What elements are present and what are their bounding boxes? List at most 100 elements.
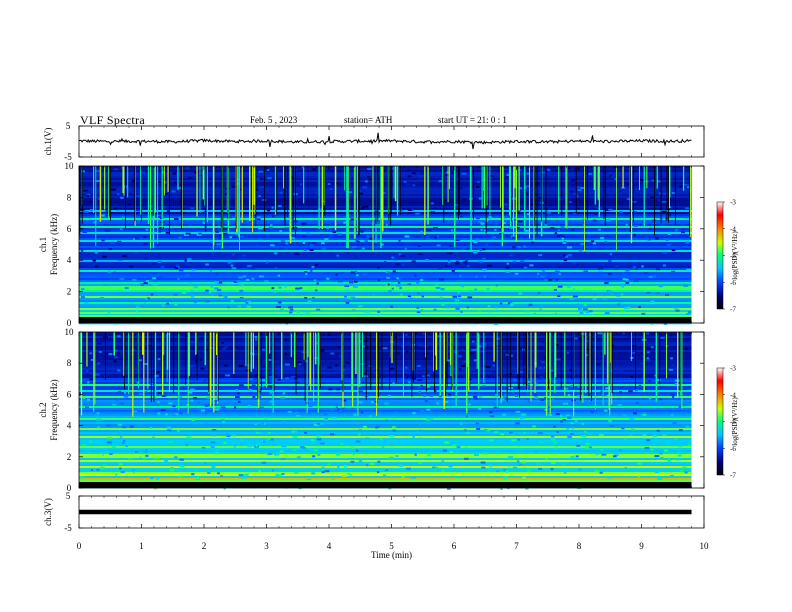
ch1-spectrogram-speckle [587, 310, 593, 313]
ch2-spectrogram-sferic [582, 332, 584, 403]
ch1-spectrogram-speckle [450, 172, 456, 175]
ch1-spectrogram-speckle [113, 203, 118, 206]
ch1-spectrogram-speckle [567, 246, 572, 249]
ch2-spectrogram-speckle [321, 471, 325, 474]
ch2-spectrogram-speckle [578, 468, 582, 471]
ch1-spectrogram-dark-gap [390, 166, 392, 226]
ch1-spectrogram-speckle [230, 264, 234, 267]
ch1-spectrogram-speckle [407, 283, 412, 286]
ch2-spectrogram-speckle [468, 403, 471, 406]
ch2-spectrogram-speckle [455, 478, 461, 481]
ch2-spectrogram-speckle [489, 414, 492, 417]
ch2-spectrogram-speckle [255, 444, 258, 447]
ch1-spectrogram-sferic [528, 166, 531, 239]
ch2-spectrogram-row [79, 374, 692, 377]
ch1-spectrogram-speckle [396, 277, 399, 280]
ch2-spectrogram-speckle [368, 364, 372, 367]
ch2-spectrogram-speckle [461, 364, 466, 367]
ch2-spectrogram-speckle [646, 439, 651, 442]
ch2-spectrogram-speckle [96, 342, 102, 345]
ch2-spectrogram-speckle [473, 359, 477, 362]
ch1-spectrogram-speckle [146, 297, 150, 300]
ch1-spectrogram-speckle [271, 206, 274, 209]
ch1-spectrogram-row [79, 266, 692, 269]
ch1-spectrogram-row [79, 288, 692, 291]
ch1-spectrogram-speckle [581, 174, 585, 177]
ch1-spectrogram-speckle [347, 191, 353, 194]
ch2-spectrogram-speckle [204, 404, 210, 407]
ch2-spectrogram-speckle [117, 469, 121, 472]
ch2-spectrogram-speckle [424, 399, 429, 402]
ch1-spectrogram-dark-gap [660, 166, 662, 224]
ch2-spectrogram-speckle [522, 467, 525, 470]
ch1-spectrogram-speckle [512, 236, 517, 239]
ch2-spectrogram-speckle [650, 448, 654, 451]
ch1-spectrogram-sferic [489, 166, 491, 216]
ch2-spectrogram-speckle [597, 332, 603, 335]
ch2-spectrogram-speckle [532, 425, 537, 428]
ch2-spectrogram-speckle [209, 347, 214, 350]
ch1-spectrogram-speckle [686, 268, 691, 271]
ch2-spectrogram-speckle [96, 412, 100, 415]
ch1-spectrogram-speckle [166, 302, 170, 305]
ch2-spectrogram-dark-gap [591, 332, 592, 401]
ch2-spectrogram-speckle [509, 432, 514, 435]
ch1-spectrogram-speckle [172, 172, 177, 175]
ch2-spectrogram-sferic [545, 332, 548, 416]
ch1-spectrogram-speckle [256, 217, 261, 220]
ch2-spectrogram-speckle [567, 394, 571, 397]
ch1-spectrogram-speckle [386, 271, 390, 274]
ch1-spectrogram-sferic [127, 166, 129, 198]
xaxis-tick-label-4: 4 [327, 541, 332, 551]
ch2-spectrogram-speckle [295, 414, 301, 417]
ch1-spectrogram-speckle [386, 276, 390, 279]
ch2-spectrogram-dark-gap [370, 332, 372, 390]
ch1-spectrogram-speckle [185, 232, 191, 235]
ch2-spectrogram-speckle [101, 454, 105, 457]
ch1-spectrogram-speckle [403, 180, 407, 183]
ch1-spectrogram-speckle [276, 306, 281, 309]
ch2-spectrogram-dark-gap [519, 332, 520, 398]
ch2-spectrogram-sferic [250, 332, 253, 372]
ch1-spectrogram-speckle [488, 215, 493, 218]
ch2-spectrogram-sferic [269, 332, 271, 354]
ch1-spectrogram-speckle [329, 234, 334, 237]
ch1-spectrogram-speckle [223, 227, 228, 230]
ch1-spectrogram-speckle [116, 193, 120, 196]
ch1-spectrogram-sferic [483, 166, 486, 209]
ch1-spectrogram-speckle [343, 221, 347, 224]
ch2-spectrogram-speckle [680, 469, 684, 472]
ch2-spectrogram-speckle [483, 452, 488, 455]
ch1-spectrogram-speckle [229, 216, 232, 219]
ch2-spectrogram-colorbar [716, 367, 724, 476]
ch2-spectrogram-sferic [606, 332, 609, 384]
ch2-spectrogram-speckle [136, 381, 140, 384]
ch2-spectrogram-speckle [381, 446, 385, 449]
ch2-spectrogram-speckle [360, 411, 364, 414]
ch1-spectrogram-speckle [540, 171, 546, 174]
ch1-spectrogram-speckle [505, 234, 509, 237]
ch2-spectrogram-row [79, 360, 692, 363]
ch1-spectrogram-speckle [397, 277, 402, 280]
ch2-spectrogram-cb-tick-label: -5 [730, 418, 736, 426]
ch2-spectrogram-speckle [195, 360, 198, 363]
ch2-spectrogram-row [79, 462, 692, 465]
ch1-spectrogram-speckle [625, 278, 629, 281]
ch2-spectrogram-speckle [627, 335, 631, 338]
ch2-spectrogram-speckle [255, 338, 258, 341]
ch1-spectrogram-speckle [495, 306, 498, 309]
ch2-spectrogram-row [79, 442, 692, 445]
ch2-spectrogram-speckle [343, 365, 346, 368]
ch2-spectrogram-speckle [233, 349, 237, 352]
ch2-spectrogram-speckle [606, 394, 610, 397]
ch1-spectrogram-sferic [204, 166, 206, 206]
ch1-spectrogram-speckle [224, 246, 229, 249]
ch1-spectrogram-row [79, 248, 692, 251]
ch1-spectrogram-dark-gap [458, 166, 460, 215]
ch1-spectrogram-sferic [181, 166, 183, 228]
ch2-spectrogram-speckle [507, 464, 511, 467]
ch1-spectrogram-dark-gap [358, 166, 360, 215]
ch1-spectrogram-speckle [560, 226, 565, 229]
ch1-spectrogram-speckle [243, 275, 247, 278]
ch2-spectrogram-speckle [86, 398, 91, 401]
